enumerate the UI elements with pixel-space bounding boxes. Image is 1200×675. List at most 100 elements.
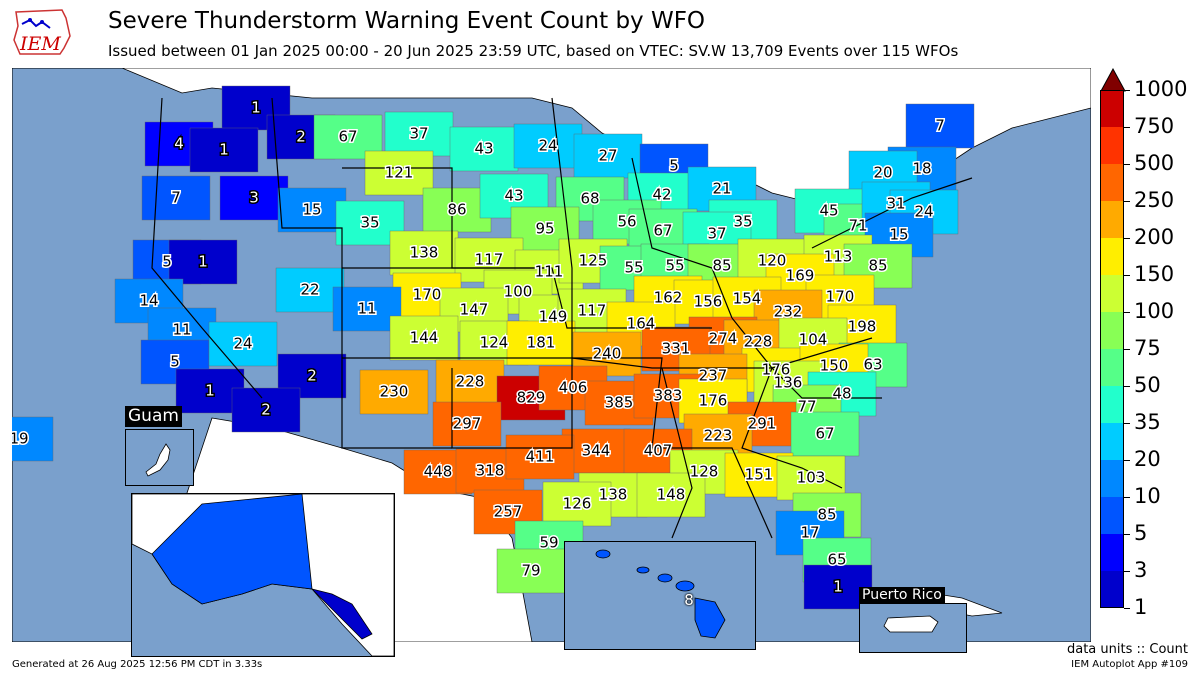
wfo-count-label: 45 xyxy=(819,202,838,220)
wfo-count-label: 2 xyxy=(261,401,271,419)
wfo-region xyxy=(332,286,402,332)
wfo-count-label: 37 xyxy=(707,225,726,243)
wfo-count-label: 103 xyxy=(797,469,826,487)
wfo-count-label: 67 xyxy=(815,425,834,443)
wfo-count-label: 170 xyxy=(826,288,855,306)
wfo-count-label: 406 xyxy=(559,379,588,397)
wfo-count-label: 162 xyxy=(654,289,683,307)
chart-subtitle: Issued between 01 Jan 2025 00:00 - 20 Ju… xyxy=(108,42,959,60)
wfo-count-label: 228 xyxy=(744,333,773,351)
colorbar-tick-label: 20 xyxy=(1134,447,1161,471)
wfo-count-label: 7 xyxy=(171,189,181,207)
wfo-count-label: 383 xyxy=(654,387,683,405)
canada xyxy=(121,68,1091,204)
wfo-count-label: 147 xyxy=(460,301,489,319)
colorbar-tick-label: 750 xyxy=(1134,114,1175,138)
wfo-count-label: 21 xyxy=(712,180,731,198)
wfo-count-label: 14 xyxy=(139,292,158,310)
wfo-count-label: 15 xyxy=(302,201,321,219)
colorbar-segment xyxy=(1100,571,1124,608)
iem-logo: IEM xyxy=(10,6,74,62)
wfo-count-label: 138 xyxy=(410,244,439,262)
wfo-region xyxy=(219,175,289,221)
wfo-count-label: 77 xyxy=(797,398,816,416)
wfo-count-label: 125 xyxy=(579,252,608,270)
colorbar-segment xyxy=(1100,201,1124,238)
puerto-rico-label: Puerto Rico xyxy=(859,587,945,604)
wfo-count-label: 148 xyxy=(657,486,686,504)
wfo-count-label: 65 xyxy=(827,551,846,569)
wfo-count-label: 829 xyxy=(517,389,546,407)
wfo-count-label: 19 xyxy=(12,430,29,448)
wfo-count-label: 297 xyxy=(453,415,482,433)
alaska-inset xyxy=(131,493,395,657)
wfo-region xyxy=(231,387,301,433)
wfo-region xyxy=(275,267,345,313)
svg-text:IEM: IEM xyxy=(19,33,61,55)
wfo-count-label: 43 xyxy=(474,140,493,158)
wfo-count-label: 85 xyxy=(712,257,731,275)
wfo-count-label: 67 xyxy=(653,222,672,240)
puerto-rico-inset xyxy=(859,603,967,653)
wfo-count-label: 1 xyxy=(251,99,261,117)
colorbar-segment xyxy=(1100,497,1124,534)
wfo-count-label: 5 xyxy=(162,253,172,271)
ak-wfo-southeast xyxy=(310,588,373,640)
wfo-count-label: 11 xyxy=(357,300,376,318)
wfo-count-label: 95 xyxy=(535,220,554,238)
wfo-region xyxy=(364,150,434,196)
wfo-count-label: 2 xyxy=(307,367,317,385)
wfo-count-label: 24 xyxy=(914,203,933,221)
wfo-count-label: 86 xyxy=(447,201,466,219)
wfo-count-label: 126 xyxy=(563,495,592,513)
guam-inset xyxy=(125,429,194,486)
wfo-count-label: 151 xyxy=(745,466,774,484)
wfo-count-label: 68 xyxy=(580,190,599,208)
colorbar-segment xyxy=(1100,312,1124,349)
colorbar-segment xyxy=(1100,238,1124,275)
wfo-count-label: 1 xyxy=(198,253,208,271)
colorbar-tick-label: 75 xyxy=(1134,336,1161,360)
state-borders xyxy=(151,97,973,539)
wfo-count-label: 55 xyxy=(665,257,684,275)
wfo-count-label: 8 xyxy=(684,591,694,609)
data-units: data units :: Count xyxy=(1066,642,1188,657)
wfo-regions xyxy=(12,85,975,628)
wfo-region xyxy=(277,187,347,233)
wfo-count-label: 20 xyxy=(873,164,892,182)
wfo-region xyxy=(359,369,429,415)
conus-map: 1 2 4 1 3 7 67 37 43 24 27 5 7 18 121 15 35 86 43 68 42 21 20 5… xyxy=(12,68,1091,642)
wfo-count-label: 407 xyxy=(644,442,673,460)
wfo-count-label: 22 xyxy=(300,281,319,299)
colorbar-segment xyxy=(1100,349,1124,386)
colorbar-segment xyxy=(1100,127,1124,164)
wfo-count-label: 24 xyxy=(233,335,252,353)
wfo-region xyxy=(905,103,975,149)
wfo-region xyxy=(505,434,575,480)
colorbar-segment xyxy=(1100,275,1124,312)
wfo-count-label: 230 xyxy=(380,383,409,401)
wfo-region xyxy=(636,472,706,518)
wfo-count-label: 128 xyxy=(690,463,719,481)
wfo-count-label: 113 xyxy=(824,248,853,266)
wfo-region xyxy=(422,187,492,233)
wfo-count-label: 67 xyxy=(338,128,357,146)
wfo-count-label: 37 xyxy=(409,125,428,143)
wfo-region xyxy=(12,416,54,462)
colorbar-tick-label: 50 xyxy=(1134,373,1161,397)
wfo-count-label: 15 xyxy=(889,226,908,244)
wfo-count-label: 120 xyxy=(758,252,787,270)
ak-wfo-north xyxy=(151,494,313,605)
wfo-count-label: 56 xyxy=(617,213,636,231)
wfo-count-label: 170 xyxy=(413,286,442,304)
wfo-count-label: 43 xyxy=(504,187,523,205)
wfo-region xyxy=(496,548,566,594)
wfo-count-label: 169 xyxy=(786,267,815,285)
wfo-count-label: 164 xyxy=(627,315,656,333)
wfo-region xyxy=(573,133,643,179)
wfo-count-label: 318 xyxy=(476,462,505,480)
chart-title: Severe Thunderstorm Warning Event Count … xyxy=(108,8,706,34)
wfo-count-label: 228 xyxy=(456,373,485,391)
colorbar-segment xyxy=(1100,386,1124,423)
